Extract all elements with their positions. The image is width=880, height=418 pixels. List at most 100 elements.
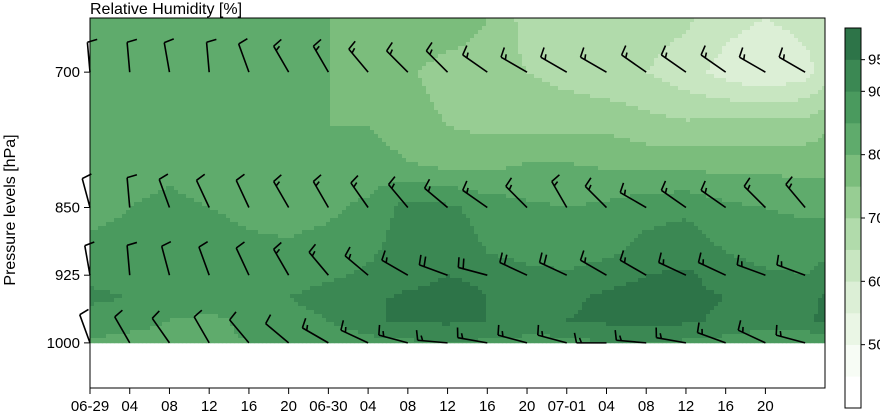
rh-field-cell: [538, 102, 542, 106]
rh-field-cell: [418, 82, 422, 86]
rh-field-cell: [670, 54, 674, 58]
rh-field-cell: [182, 34, 186, 38]
rh-field-cell: [602, 94, 606, 98]
rh-field-cell: [634, 38, 638, 42]
rh-field-cell: [530, 22, 534, 26]
rh-field-cell: [582, 34, 586, 38]
rh-field-cell: [454, 34, 458, 38]
rh-field-cell: [474, 34, 478, 38]
rh-field-cell: [530, 46, 534, 50]
rh-field-cell: [642, 54, 646, 58]
rh-field-cell: [746, 74, 750, 78]
rh-field-cell: [806, 46, 810, 50]
rh-field-cell: [310, 78, 314, 82]
rh-field-cell: [666, 106, 670, 110]
rh-field-cell: [570, 102, 574, 106]
rh-field-cell: [158, 58, 162, 62]
rh-field-cell: [566, 22, 570, 26]
rh-field-cell: [394, 114, 398, 118]
rh-field-cell: [146, 46, 150, 50]
rh-field-cell: [126, 78, 130, 82]
rh-field-cell: [550, 18, 554, 22]
rh-field-cell: [142, 26, 146, 30]
rh-field-cell: [310, 62, 314, 66]
rh-field-cell: [714, 38, 718, 42]
rh-field-cell: [638, 42, 642, 46]
rh-field-cell: [418, 50, 422, 54]
rh-field-cell: [478, 114, 482, 118]
rh-field-cell: [318, 30, 322, 34]
rh-field-cell: [330, 34, 334, 38]
rh-field-cell: [458, 22, 462, 26]
rh-field-cell: [110, 102, 114, 106]
rh-field-cell: [734, 102, 738, 106]
rh-field-cell: [394, 30, 398, 34]
rh-field-cell: [470, 74, 474, 78]
rh-field-cell: [382, 110, 386, 114]
rh-field-cell: [682, 114, 686, 118]
rh-field-cell: [150, 50, 154, 54]
rh-field-cell: [546, 18, 550, 22]
rh-field-cell: [550, 78, 554, 82]
rh-field-cell: [138, 102, 142, 106]
rh-field-cell: [518, 74, 522, 78]
rh-field-cell: [742, 102, 746, 106]
rh-field-cell: [270, 82, 274, 86]
rh-field-cell: [538, 82, 542, 86]
rh-field-cell: [310, 86, 314, 90]
rh-field-cell: [262, 22, 266, 26]
rh-field-cell: [658, 70, 662, 74]
rh-field-cell: [250, 118, 254, 122]
rh-field-cell: [466, 94, 470, 98]
rh-field-cell: [186, 98, 190, 102]
rh-field-cell: [186, 94, 190, 98]
rh-field-cell: [98, 86, 102, 90]
rh-field-cell: [566, 118, 570, 122]
rh-field-cell: [802, 102, 806, 106]
rh-field-cell: [282, 30, 286, 34]
rh-field-cell: [262, 62, 266, 66]
rh-field-cell: [494, 110, 498, 114]
rh-field-cell: [126, 22, 130, 26]
rh-field-cell: [722, 110, 726, 114]
rh-field-cell: [254, 70, 258, 74]
rh-field-cell: [726, 118, 730, 122]
rh-field-cell: [754, 74, 758, 78]
rh-field-cell: [598, 78, 602, 82]
rh-field-cell: [502, 114, 506, 118]
rh-field-cell: [426, 70, 430, 74]
rh-field-cell: [518, 78, 522, 82]
rh-field-cell: [470, 22, 474, 26]
rh-field-cell: [678, 90, 682, 94]
rh-field-cell: [530, 50, 534, 54]
rh-field-cell: [174, 22, 178, 26]
rh-field-cell: [734, 118, 738, 122]
rh-field-cell: [90, 18, 94, 22]
rh-field-cell: [110, 122, 114, 126]
rh-field-cell: [230, 62, 234, 66]
rh-field-cell: [110, 118, 114, 122]
rh-field-cell: [306, 110, 310, 114]
rh-field-cell: [722, 82, 726, 86]
rh-field-cell: [754, 70, 758, 74]
rh-field-cell: [218, 38, 222, 42]
rh-field-cell: [546, 98, 550, 102]
rh-field-cell: [182, 126, 186, 130]
rh-field-cell: [530, 54, 534, 58]
rh-field-cell: [154, 94, 158, 98]
rh-field-cell: [402, 90, 406, 94]
rh-field-cell: [778, 22, 782, 26]
rh-field-cell: [322, 114, 326, 118]
rh-field-cell: [646, 22, 650, 26]
rh-field-cell: [802, 18, 806, 22]
rh-field-cell: [262, 34, 266, 38]
rh-field-cell: [582, 22, 586, 26]
rh-field-cell: [274, 62, 278, 66]
rh-field-cell: [402, 78, 406, 82]
rh-field-cell: [738, 62, 742, 66]
rh-field-cell: [422, 30, 426, 34]
rh-field-cell: [542, 38, 546, 42]
rh-field-cell: [346, 66, 350, 70]
rh-field-cell: [378, 26, 382, 30]
rh-field-cell: [582, 110, 586, 114]
